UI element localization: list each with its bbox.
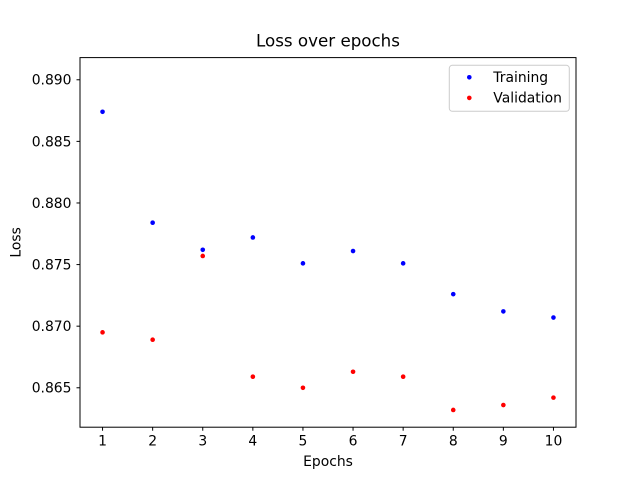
- x-tick-label: 7: [399, 434, 408, 450]
- data-point-validation: [501, 402, 506, 408]
- data-point-validation: [400, 374, 406, 379]
- data-point-validation: [300, 385, 306, 391]
- x-tick-label: 4: [248, 434, 257, 450]
- y-tick-label: 0.870: [32, 319, 72, 335]
- x-tick-label: 6: [349, 434, 358, 450]
- x-tick-label: 1: [98, 434, 107, 450]
- legend-label-training: Training: [492, 70, 548, 86]
- y-tick-label: 0.880: [32, 196, 72, 212]
- x-tick-label: 3: [198, 434, 207, 450]
- x-axis-ticks: 1 2 3 4 5 6 7 8 9 10: [98, 427, 563, 450]
- data-point-training: [250, 235, 256, 240]
- chart-title: Loss over epochs: [256, 31, 400, 51]
- x-tick-label: 5: [299, 434, 308, 450]
- data-point-training: [450, 291, 456, 297]
- x-tick-label: 8: [449, 434, 458, 450]
- data-points: [100, 109, 556, 413]
- y-tick-label: 0.890: [32, 73, 72, 89]
- y-tick-label: 0.865: [32, 381, 72, 397]
- x-axis-label: Epochs: [303, 454, 353, 470]
- plot-area: [79, 57, 577, 428]
- x-tick-label: 2: [148, 434, 157, 450]
- data-point-training: [350, 248, 356, 254]
- legend-label-validation: Validation: [493, 91, 562, 107]
- x-tick-label: 10: [545, 434, 563, 450]
- data-point-validation: [450, 407, 456, 413]
- data-point-validation: [150, 337, 155, 343]
- y-tick-label: 0.875: [32, 257, 72, 273]
- x-tick-label: 9: [499, 434, 508, 450]
- data-point-training: [551, 315, 556, 320]
- data-point-validation: [100, 330, 105, 335]
- y-tick-label: 0.885: [32, 134, 72, 150]
- data-point-validation: [200, 253, 206, 259]
- legend: Training Validation: [448, 64, 570, 112]
- data-point-training: [400, 261, 406, 266]
- data-point-validation: [551, 395, 556, 400]
- data-point-validation: [350, 369, 356, 375]
- data-point-training: [501, 309, 506, 314]
- y-axis-ticks: 0.865 0.870 0.875 0.880 0.885 0.890: [32, 73, 80, 397]
- data-point-training: [150, 220, 155, 225]
- legend-box: [448, 64, 570, 112]
- y-axis-label: Loss: [9, 227, 25, 257]
- data-point-validation: [250, 374, 256, 379]
- data-point-training: [300, 261, 306, 266]
- data-point-training: [100, 109, 105, 115]
- data-point-training: [200, 247, 206, 253]
- legend-marker-training-icon: [467, 75, 472, 80]
- legend-marker-validation-icon: [467, 95, 472, 101]
